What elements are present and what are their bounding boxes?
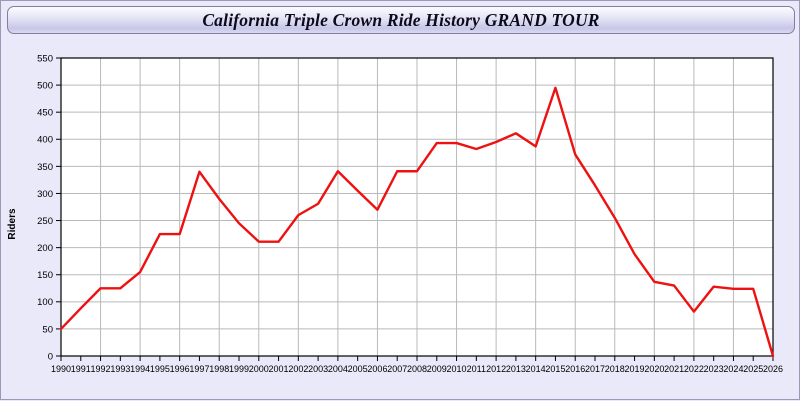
data-series-riders (59, 86, 775, 358)
svg-text:350: 350 (37, 162, 53, 173)
svg-text:2024: 2024 (723, 364, 743, 374)
x-axis-ticks (60, 356, 774, 361)
svg-text:50: 50 (42, 324, 53, 335)
svg-text:2022: 2022 (684, 364, 704, 374)
svg-text:2016: 2016 (565, 364, 585, 374)
svg-text:1991: 1991 (71, 364, 91, 374)
page-title: California Triple Crown Ride History GRA… (202, 9, 600, 30)
svg-text:500: 500 (37, 80, 53, 91)
svg-text:1993: 1993 (110, 364, 130, 374)
svg-text:2002: 2002 (288, 364, 308, 374)
line-chart: 0 50 100 150 200 250 300 350 400 450 500 550 1990 19… (1, 39, 800, 401)
svg-text:300: 300 (37, 189, 53, 200)
svg-text:2025: 2025 (743, 364, 763, 374)
svg-text:450: 450 (37, 108, 53, 119)
svg-text:250: 250 (37, 216, 53, 227)
svg-text:100: 100 (37, 297, 53, 308)
y-axis-ticks (56, 57, 61, 357)
svg-text:550: 550 (37, 53, 53, 64)
svg-text:2026: 2026 (763, 364, 783, 374)
svg-text:2019: 2019 (625, 364, 645, 374)
svg-text:1994: 1994 (130, 364, 150, 374)
svg-text:1999: 1999 (229, 364, 249, 374)
svg-text:2003: 2003 (308, 364, 328, 374)
svg-text:2018: 2018 (605, 364, 625, 374)
svg-text:2014: 2014 (526, 364, 546, 374)
svg-text:1998: 1998 (209, 364, 229, 374)
svg-text:2004: 2004 (328, 364, 348, 374)
svg-text:400: 400 (37, 135, 53, 146)
svg-text:2020: 2020 (644, 364, 664, 374)
svg-text:2011: 2011 (467, 364, 486, 374)
svg-text:2012: 2012 (486, 364, 506, 374)
svg-text:2021: 2021 (664, 364, 684, 374)
svg-text:2017: 2017 (585, 364, 605, 374)
y-axis-title: Riders (7, 208, 18, 240)
svg-text:2001: 2001 (269, 364, 289, 374)
svg-text:1996: 1996 (170, 364, 190, 374)
svg-text:1997: 1997 (189, 364, 209, 374)
svg-text:1990: 1990 (51, 364, 71, 374)
svg-text:2008: 2008 (407, 364, 427, 374)
svg-text:2000: 2000 (249, 364, 269, 374)
window-title-bar: California Triple Crown Ride History GRA… (7, 6, 795, 34)
svg-text:200: 200 (37, 243, 53, 254)
grid-lines (61, 57, 774, 356)
svg-text:1992: 1992 (91, 364, 111, 374)
svg-text:2010: 2010 (447, 364, 467, 374)
svg-text:2005: 2005 (348, 364, 368, 374)
svg-text:2009: 2009 (427, 364, 447, 374)
svg-text:2006: 2006 (367, 364, 387, 374)
svg-text:2023: 2023 (704, 364, 724, 374)
svg-text:1995: 1995 (150, 364, 170, 374)
svg-text:2013: 2013 (506, 364, 526, 374)
y-axis-tick-labels: 0 50 100 150 200 250 300 350 400 450 500 550 (37, 53, 53, 362)
svg-text:2007: 2007 (387, 364, 407, 374)
svg-text:2015: 2015 (545, 364, 565, 374)
svg-text:150: 150 (37, 270, 53, 281)
svg-text:0: 0 (48, 351, 53, 362)
x-axis-tick-labels: 1990 1991 1992 1993 1994 1995 1996 1997 1998 1999… (51, 364, 783, 374)
